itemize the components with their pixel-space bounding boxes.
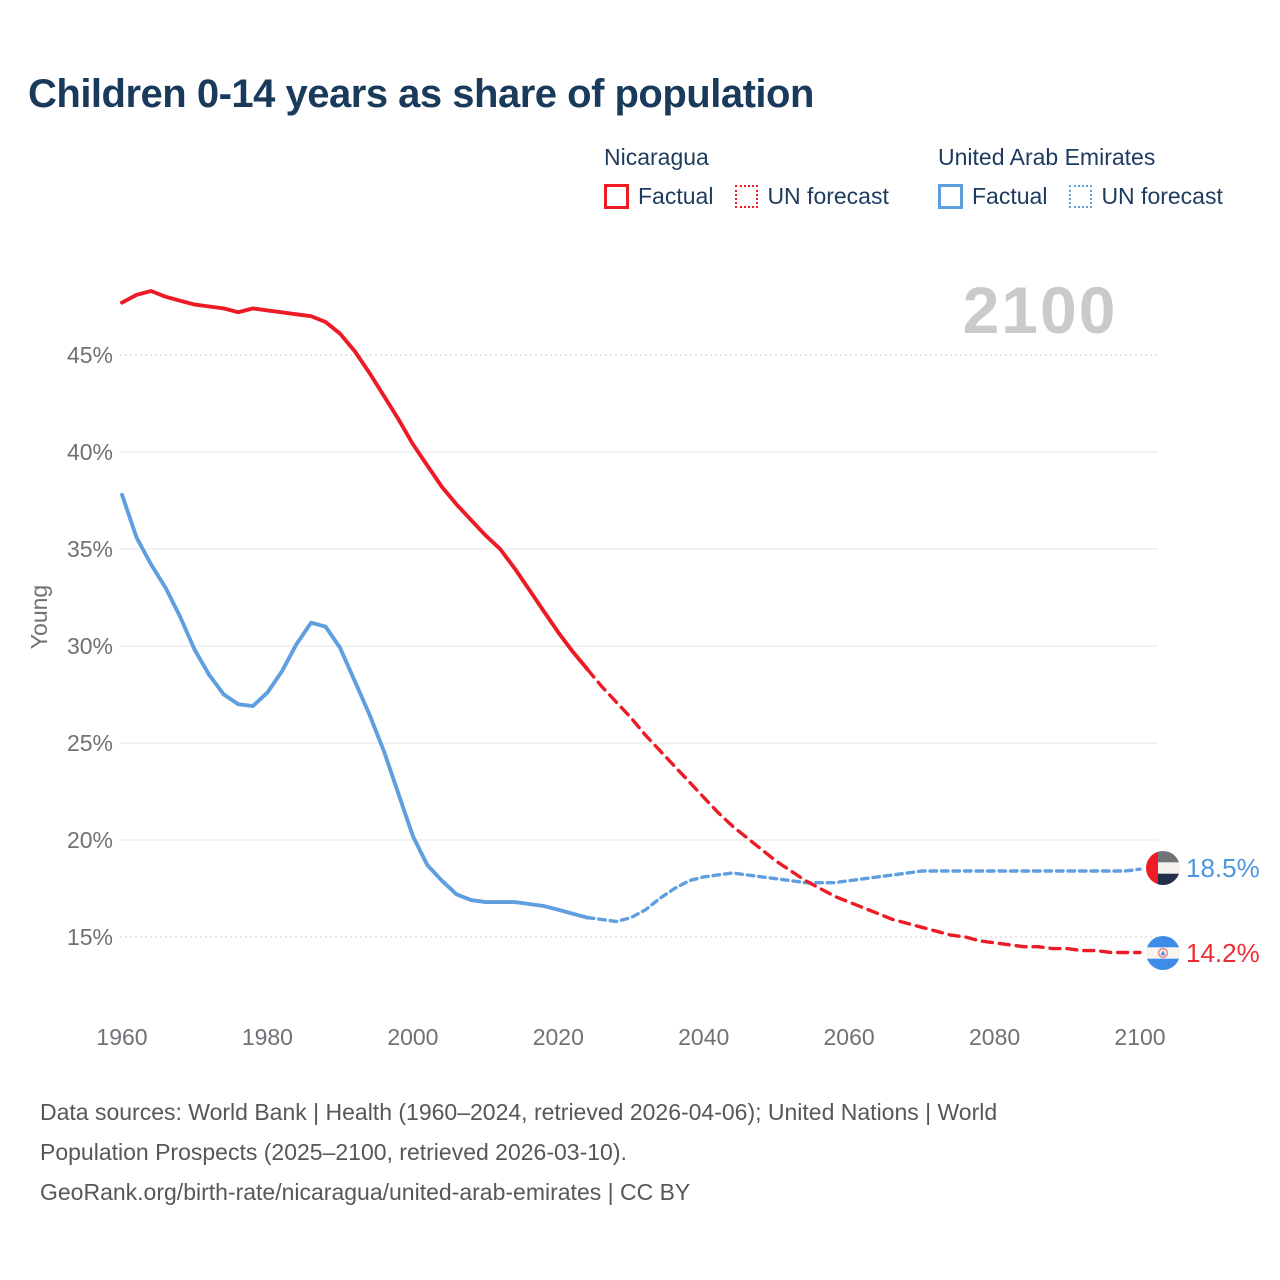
series-line-nicaragua-forecast [585, 667, 1142, 955]
legend-group-uae: United Arab Emirates Factual UN forecast [938, 144, 1245, 210]
y-tick-label: 20% [67, 827, 113, 853]
legend-item-nicaragua-factual[interactable]: Factual [604, 183, 713, 210]
y-tick-label: 45% [67, 342, 113, 368]
x-tick-label: 2080 [969, 1024, 1020, 1050]
data-sources-footer: Data sources: World Bank | Health (1960–… [40, 1092, 1200, 1212]
legend-item-label: Factual [972, 183, 1048, 209]
legend-row-nicaragua: Factual UN forecast [604, 183, 911, 210]
series-line-nicaragua-factual [120, 289, 590, 672]
legend-country-uae: United Arab Emirates [938, 144, 1156, 170]
series-line-uae-factual [120, 492, 590, 920]
forecast-swatch-icon [735, 185, 759, 208]
x-tick-label: 2000 [387, 1024, 438, 1050]
factual-swatch-icon [938, 184, 963, 209]
legend-item-label: Factual [638, 183, 714, 209]
footer-line-sources-2: Population Prospects (2025–2100, retriev… [40, 1139, 627, 1165]
legend-item-label: UN forecast [767, 183, 889, 209]
y-tick-label: 30% [67, 633, 113, 659]
series-line-uae-forecast [585, 867, 1142, 924]
uae-flag-icon [1146, 851, 1180, 885]
legend-item-uae-forecast[interactable]: UN forecast [1069, 183, 1223, 210]
chart-canvas: 45% 40% 35% 30% 25% 20% 15% 1960 1980 2000 2020 204… [26, 289, 1166, 1050]
y-tick-label: 25% [67, 730, 113, 756]
forecast-endyear-watermark: 2100 [962, 273, 1118, 347]
x-tick-label: 2020 [533, 1024, 584, 1050]
legend: Nicaragua Factual UN forecast United Ara… [0, 0, 1280, 230]
legend-row-uae: Factual UN forecast [938, 183, 1245, 210]
footer-line-sources-1: Data sources: World Bank | Health (1960–… [40, 1099, 998, 1125]
y-tick-label: 15% [67, 924, 113, 950]
legend-group-nicaragua: Nicaragua Factual UN forecast [604, 144, 911, 210]
x-tick-label: 1980 [242, 1024, 293, 1050]
nicaragua-end-value-label: 14.2% [1186, 938, 1260, 968]
x-tick-label: 2040 [678, 1024, 729, 1050]
nicaragua-flag-icon [1146, 936, 1180, 970]
legend-item-label: UN forecast [1101, 183, 1223, 209]
y-tick-label: 40% [67, 439, 113, 465]
y-tick-label: 35% [67, 536, 113, 562]
x-tick-label: 2100 [1114, 1024, 1165, 1050]
page-title: Children 0-14 years as share of populati… [28, 72, 814, 116]
x-tick-label: 1960 [96, 1024, 147, 1050]
legend-country-nicaragua: Nicaragua [604, 144, 709, 170]
x-tick-label: 2060 [824, 1024, 875, 1050]
y-axis-title: Young [26, 585, 52, 649]
forecast-swatch-icon [1069, 185, 1093, 208]
legend-item-nicaragua-forecast[interactable]: UN forecast [735, 183, 889, 210]
legend-item-uae-factual[interactable]: Factual [938, 183, 1047, 210]
uae-end-value-label: 18.5% [1186, 853, 1260, 883]
footer-line-attribution: GeoRank.org/birth-rate/nicaragua/united-… [40, 1179, 691, 1205]
factual-swatch-icon [604, 184, 629, 209]
